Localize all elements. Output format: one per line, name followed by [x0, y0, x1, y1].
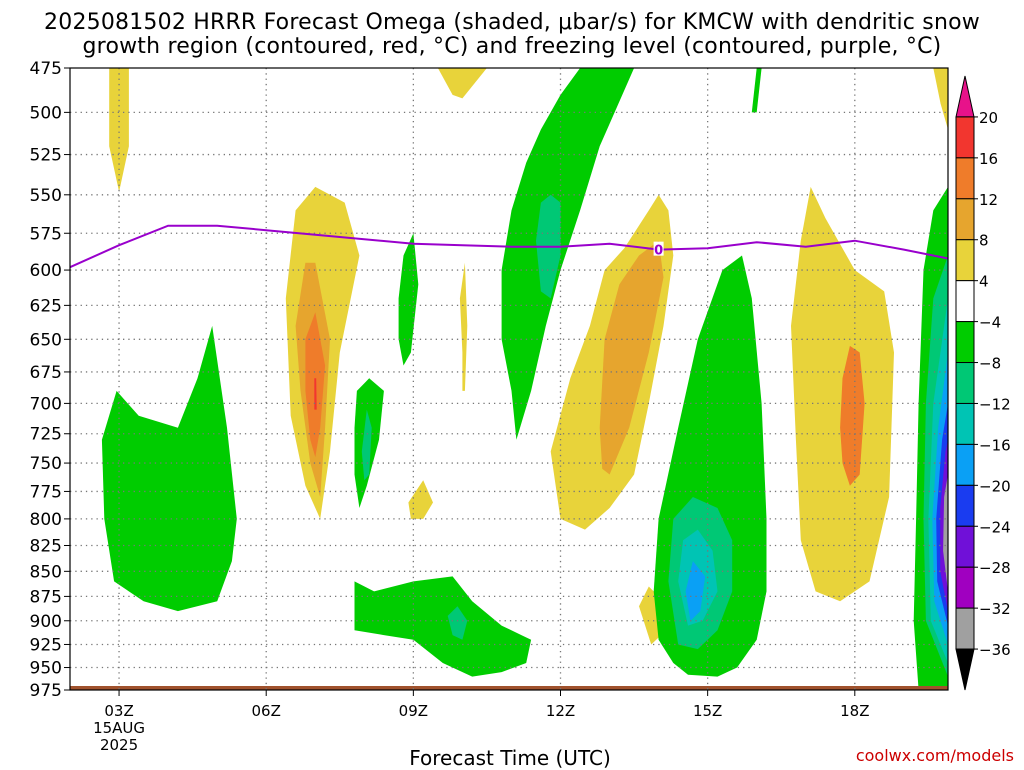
omega-region-27 — [751, 68, 762, 113]
omega-region-34 — [943, 474, 948, 592]
colorbar-bin — [955, 566, 975, 609]
colorbar-bin — [955, 116, 975, 159]
colorbar: 20 16 12 8 4 −4 −8 −12 −16 −20 −24 −28 −32 −36 — [955, 75, 1011, 691]
colorbar-label: −12 — [979, 395, 1011, 413]
omega-region-4 — [314, 378, 317, 410]
omega-region-20 — [398, 233, 419, 366]
omega-region-15 — [101, 325, 237, 612]
x-axis-label: Forecast Time (UTC) — [409, 746, 611, 770]
y-tick-label: 925 — [30, 635, 62, 655]
omega-region-12 — [840, 345, 865, 486]
omega-region-0 — [109, 68, 129, 192]
freezing-level-contour: 0 — [69, 224, 949, 269]
gridlines — [70, 68, 948, 690]
colorbar-bin — [955, 321, 975, 364]
chart-title-line2: growth region (contoured, red, °C) and f… — [82, 34, 942, 59]
omega-shading — [70, 68, 948, 690]
colorbar-bin-top — [955, 75, 975, 118]
colorbar-bin — [955, 484, 975, 527]
y-tick-label: 525 — [30, 146, 62, 166]
colorbar-label: −20 — [979, 477, 1011, 495]
colorbar-label: −4 — [979, 314, 1001, 332]
y-tick-label: 675 — [30, 363, 62, 383]
colorbar-bin — [955, 525, 975, 568]
omega-region-17 — [447, 606, 468, 640]
colorbar-label: −32 — [979, 600, 1011, 618]
y-tick-label: 850 — [30, 562, 62, 582]
y-tick-label: 725 — [30, 425, 62, 445]
colorbar-label: 4 — [979, 273, 989, 291]
colorbar-label: −8 — [979, 355, 1001, 373]
y-tick-label: 650 — [30, 330, 62, 350]
surface-band — [70, 686, 948, 690]
y-tick-label: 700 — [30, 394, 62, 414]
x-tick-label: 15Z — [693, 702, 722, 720]
x-tick-label: 03Z — [104, 702, 133, 720]
colorbar-label: 12 — [979, 191, 998, 209]
y-tick-label: 600 — [30, 261, 62, 281]
y-tick-label: 575 — [30, 224, 62, 244]
y-tick-label: 875 — [30, 587, 62, 607]
y-axis: 475 500 525 550 575 600 625 650 675 700 725 750 775 8… — [30, 59, 70, 701]
colorbar-label: −28 — [979, 559, 1011, 577]
colorbar-label: 16 — [979, 150, 998, 168]
colorbar-bin — [955, 239, 975, 282]
date-label-year: 2025 — [100, 736, 138, 754]
colorbar-bin — [955, 607, 975, 650]
omega-region-5 — [408, 480, 433, 519]
x-tick-label: 06Z — [252, 702, 281, 720]
y-tick-label: 825 — [30, 537, 62, 557]
colorbar-bin — [955, 443, 975, 486]
y-tick-label: 750 — [30, 454, 62, 474]
y-tick-label: 625 — [30, 296, 62, 316]
y-tick-label: 500 — [30, 103, 62, 123]
freezing-level-label: 0 — [654, 244, 663, 259]
freezing-level-line — [69, 224, 949, 269]
plot-frame — [69, 67, 949, 691]
x-tick-label: 18Z — [840, 702, 869, 720]
y-tick-label: 800 — [30, 510, 62, 530]
colorbar-bin — [955, 157, 975, 200]
chart-title-line1: 2025081502 HRRR Forecast Omega (shaded, … — [44, 10, 980, 35]
colorbar-bin — [955, 198, 975, 241]
date-label-day: 15AUG — [93, 719, 145, 737]
y-tick-label: 775 — [30, 482, 62, 502]
colorbar-label: 20 — [979, 109, 998, 127]
colorbar-label: −16 — [979, 436, 1011, 454]
colorbar-bin — [955, 402, 975, 445]
x-tick-label: 09Z — [399, 702, 428, 720]
y-tick-label: 550 — [30, 186, 62, 206]
y-tick-label: 900 — [30, 612, 62, 632]
y-tick-label: 950 — [30, 659, 62, 679]
omega-region-7 — [437, 68, 487, 99]
y-tick-label: 475 — [30, 59, 62, 79]
colorbar-bin — [955, 280, 975, 323]
omega-region-21 — [501, 68, 635, 440]
omega-region-9 — [599, 240, 664, 475]
y-tick-label: 975 — [30, 681, 62, 701]
omega-region-14 — [933, 68, 948, 130]
colorbar-label: −24 — [979, 518, 1011, 536]
omega-region-19 — [361, 409, 372, 481]
omega-region-16 — [354, 576, 532, 677]
colorbar-bin — [955, 362, 975, 404]
colorbar-label: −36 — [979, 641, 1011, 659]
x-tick-label: 12Z — [546, 702, 575, 720]
omega-region-6 — [459, 262, 468, 391]
freezing-label-bg — [653, 241, 664, 256]
colorbar-bin-bottom — [955, 648, 975, 691]
colorbar-label: 8 — [979, 232, 989, 250]
omega-region-26 — [685, 561, 706, 621]
credit-link[interactable]: coolwx.com/models — [855, 746, 1014, 765]
